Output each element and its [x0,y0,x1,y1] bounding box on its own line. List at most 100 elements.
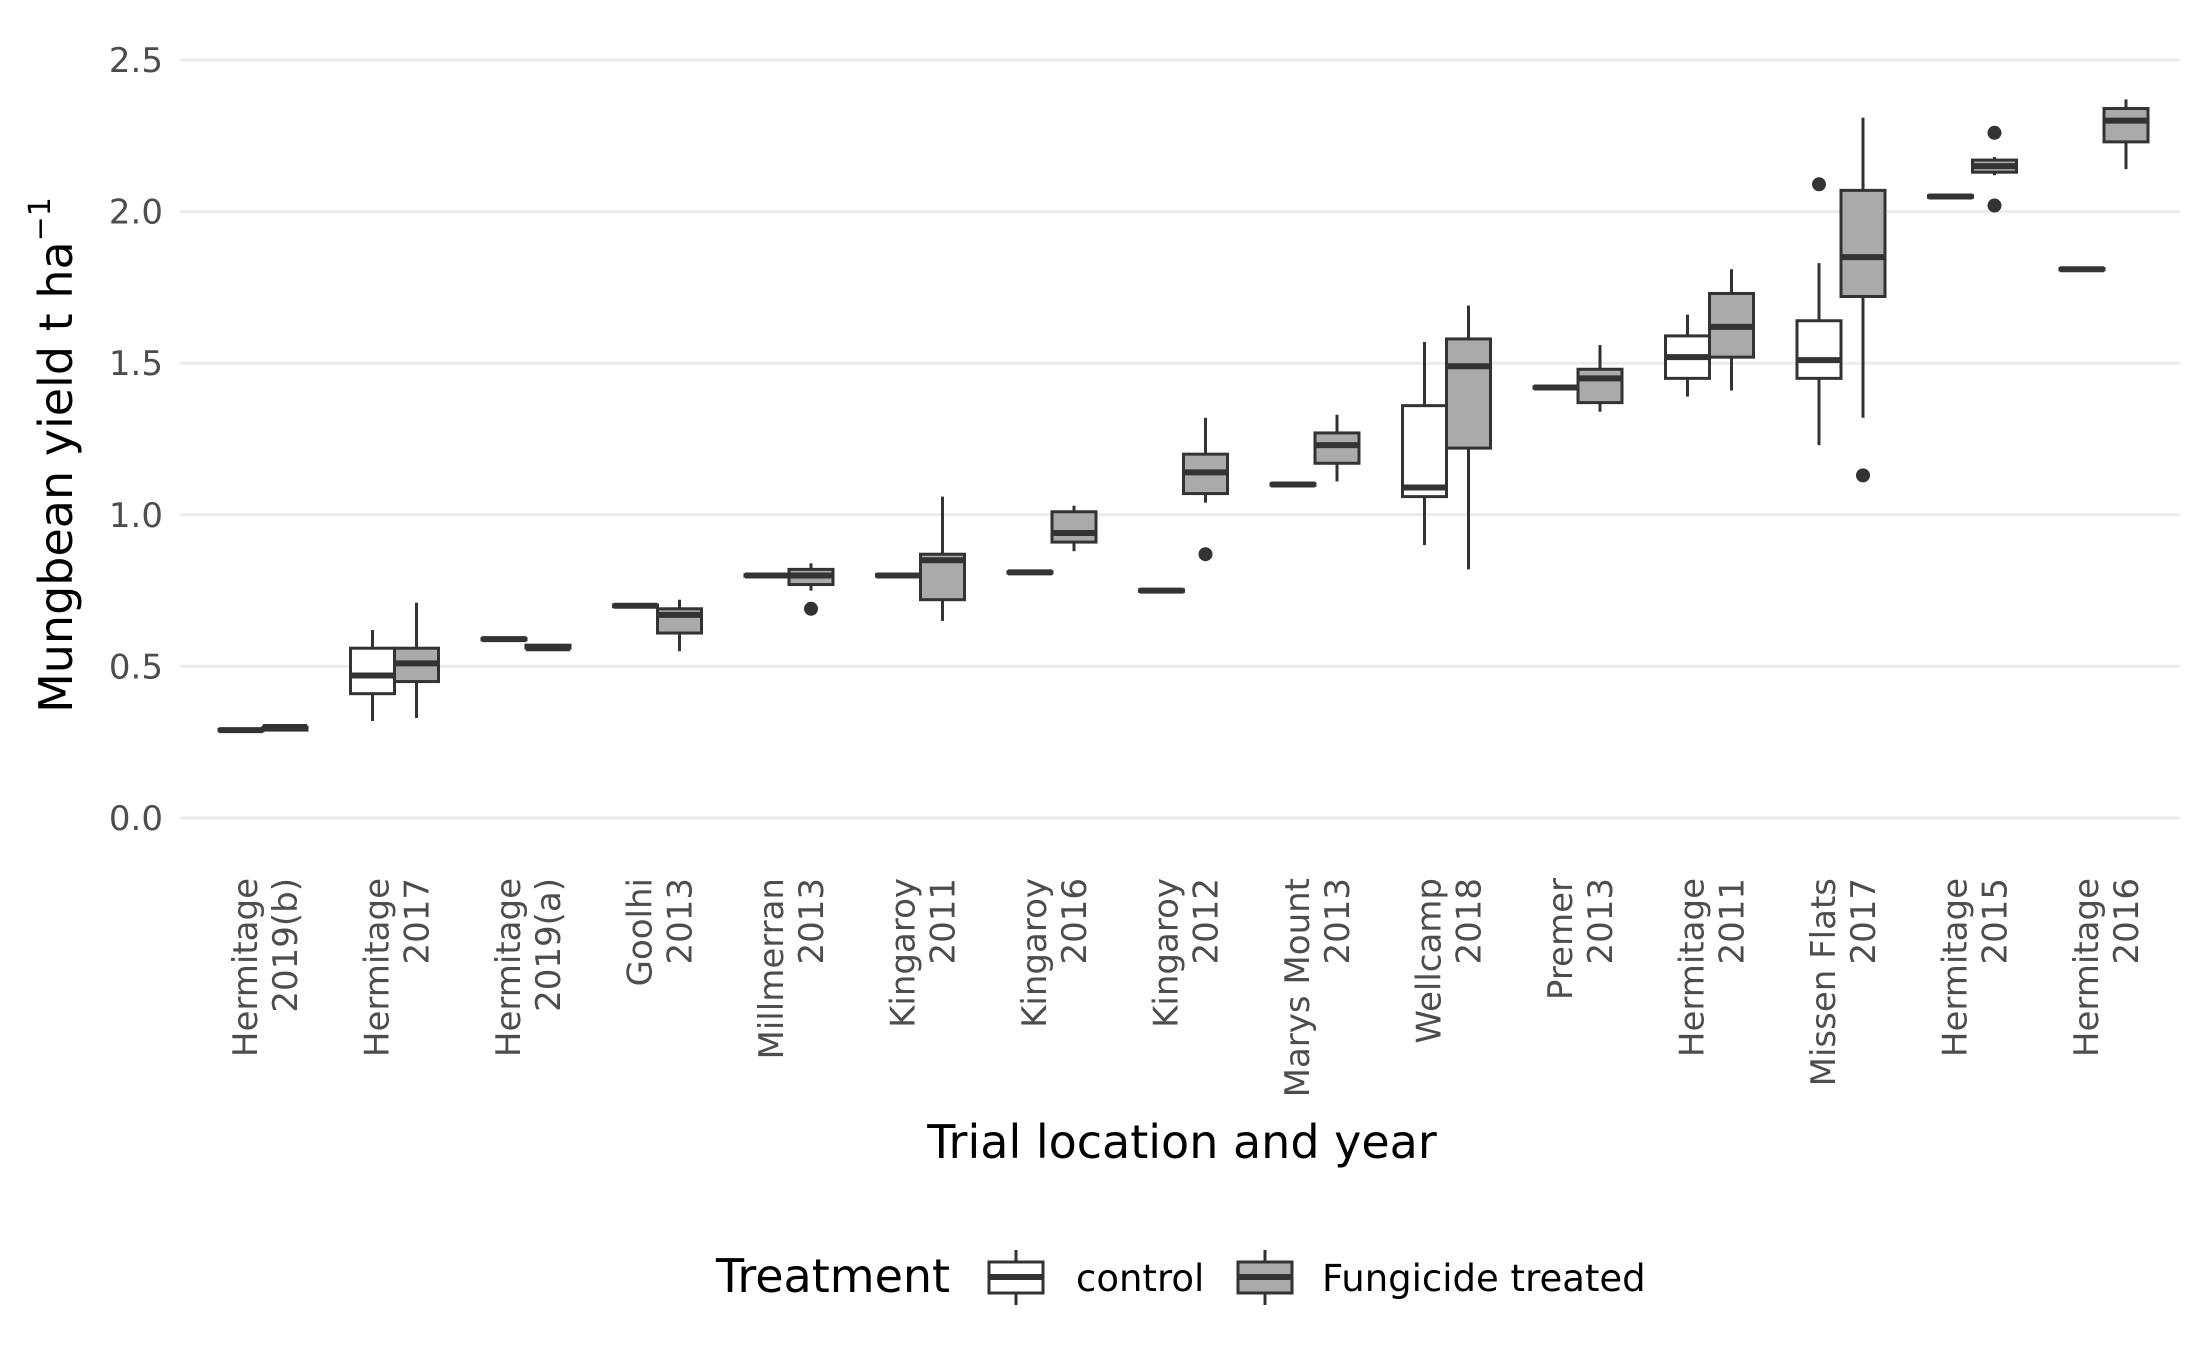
box-fungicide-5 [919,496,966,621]
x-tick-label-line2: 2018 [1450,878,1490,965]
box-body [1313,431,1361,465]
box-fungicide-1 [393,602,440,718]
box-control-9 [1401,341,1448,546]
x-tick-label-line2: 2013 [792,878,832,965]
x-tick-label-line2: 2013 [661,878,701,965]
x-tick-label-line1: Missen Flats [1804,878,1844,1086]
y-tick-label-4: 2.0 [109,193,163,233]
x-tick-label-line2: 2017 [398,878,438,965]
box-body [349,646,396,696]
x-tick-label-line1: Hermitage [1936,878,1976,1057]
x-tick-label-line2: 2019(a) [529,878,569,1012]
x-tick-label-line1: Premer [1541,878,1581,1000]
y-tick-label-0: 0.0 [109,799,163,839]
box-fungicide-0 [261,724,309,732]
y-axis-ticks: 0.0 0.5 1.0 1.5 2.0 2.5 [109,41,163,839]
box-control-4 [743,572,791,579]
x-tick-label-5: Kingaroy2011 [884,878,964,1028]
x-tick-label-line1: Wellcamp [1410,878,1450,1044]
y-axis-title: Mungbean yield t ha−1 [23,197,83,713]
x-tick-label-line2: 2011 [924,878,964,965]
box-body [1795,319,1843,380]
box-fungicide-6 [1050,505,1098,552]
box-control-10 [1532,384,1580,391]
outlier-point-1 [1987,125,2002,140]
box-body [1576,367,1624,405]
x-tick-label-line2: 2016 [1055,878,1095,965]
x-tick-label-line2: 2017 [1844,878,1884,965]
x-tick-label-2: Hermitage2019(a) [489,878,569,1057]
legend-key-fungicide [1236,1250,1294,1305]
box-control-6 [1006,569,1054,576]
x-tick-label-line1: Kingaroy [884,878,924,1028]
x-tick-label-10: Premer2013 [1541,878,1621,1000]
x-tick-label-14: Hermitage2016 [2067,878,2147,1057]
x-tick-label-line1: Hermitage [1673,878,1713,1057]
box-control-8 [1269,481,1317,488]
gridlines [180,58,2180,820]
y-tick-label-2: 1.0 [109,496,163,536]
box-fungicide-8 [1313,414,1361,482]
boxplot-marks [217,99,2150,734]
x-tick-label-13: Hermitage2015 [1936,878,2016,1057]
x-tick-label-line1: Goolhi [621,878,661,986]
box-body [1839,188,1887,298]
box-control-11 [1664,314,1711,397]
box-control-5 [875,572,922,579]
box-body [2102,107,2150,144]
box-fungicide-4 [787,563,835,616]
x-tick-label-line2: 2013 [1581,878,1621,965]
x-tick-label-4: Millmerran2013 [752,878,832,1059]
y-axis-title-superscript: −1 [23,197,58,241]
x-tick-label-line1: Hermitage [489,878,529,1057]
outlier-point-0 [1856,468,1870,483]
box-body [1050,510,1098,544]
legend-label-control: control [1076,1257,1204,1300]
x-tick-label-11: Hermitage2011 [1673,878,1753,1057]
box-fungicide-7 [1182,417,1229,562]
x-tick-label-line2: 2016 [2107,878,2147,965]
box-fungicide-9 [1445,305,1492,570]
x-tick-label-3: Goolhi2013 [621,878,701,986]
box-fungicide-2 [524,643,572,652]
outlier-point-0 [1198,547,1213,562]
legend-label-fungicide: Fungicide treated [1322,1257,1646,1300]
x-tick-label-line1: Hermitage [358,878,398,1057]
x-tick-label-line2: 2015 [1976,878,2016,965]
x-tick-label-8: Marys Mount2013 [1278,878,1358,1097]
x-axis-title: Trial location and year [926,1115,1437,1169]
y-tick-label-3: 1.5 [109,344,163,384]
x-tick-label-line2: 2012 [1187,878,1227,965]
outlier-point-0 [804,601,818,616]
x-tick-label-1: Hermitage2017 [358,878,438,1057]
box-body [1401,404,1448,499]
x-tick-label-line1: Millmerran [752,878,792,1059]
x-tick-label-line1: Marys Mount [1278,878,1318,1097]
x-tick-label-line1: Kingaroy [1147,878,1187,1028]
x-tick-label-line2: 2011 [1713,878,1753,965]
x-tick-label-12: Missen Flats2017 [1804,878,1884,1086]
x-tick-label-line1: Kingaroy [1015,878,1055,1028]
legend: Treatment control Fungicide treated [715,1249,1646,1305]
box-fungicide-13 [1971,125,2018,213]
x-tick-label-0: Hermitage2019(b) [226,878,306,1057]
box-fungicide-3 [656,599,703,652]
y-tick-label-5: 2.5 [109,41,163,81]
box-control-14 [2058,266,2106,273]
box-fungicide-12 [1839,117,1887,483]
legend-title: Treatment [715,1249,950,1303]
box-fungicide-10 [1576,345,1624,412]
box-control-13 [1927,193,1974,200]
y-axis-title-main: Mungbean yield t ha [29,241,83,713]
box-fungicide-11 [1708,269,1755,391]
y-tick-label-1: 0.5 [109,647,163,687]
box-body [1445,337,1492,450]
x-tick-label-9: Wellcamp2018 [1410,878,1490,1044]
x-axis-ticks: Hermitage2019(b) Hermitage2017 Hermitage20… [226,878,2147,1097]
box-control-1 [349,630,396,721]
x-tick-label-line1: Hermitage [226,878,266,1057]
x-tick-label-line2: 2013 [1318,878,1358,965]
outlier-point-0 [1987,198,2002,213]
box-control-2 [480,636,528,643]
box-control-0 [217,727,265,734]
